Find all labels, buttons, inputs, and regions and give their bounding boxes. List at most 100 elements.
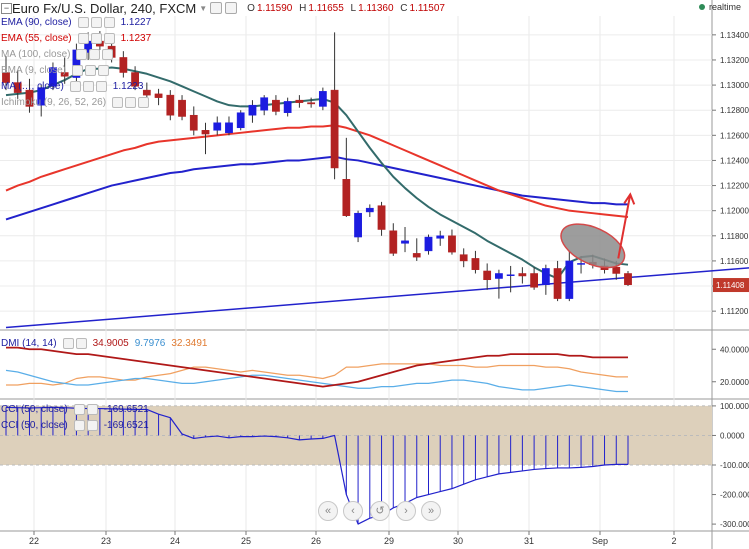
high-label: H xyxy=(299,2,307,14)
cci-value-2: -169.6521 xyxy=(103,420,149,431)
cci-settings-button[interactable] xyxy=(73,404,85,415)
time-tick-label: Sep xyxy=(592,536,608,546)
overlay-setting-button[interactable] xyxy=(72,65,84,76)
candle-body xyxy=(37,87,46,106)
time-tick-label: 26 xyxy=(311,536,321,546)
cci-tick-label: 0.0000 xyxy=(720,431,745,440)
overlay-setting-button[interactable] xyxy=(112,97,124,108)
ema90-line xyxy=(5,155,628,221)
symbol-hide-button[interactable] xyxy=(225,2,238,14)
candle-body xyxy=(541,268,550,286)
candle-body xyxy=(213,122,222,131)
overlay-label-text: MA (…, close) xyxy=(1,81,64,92)
overlay-setting-button[interactable] xyxy=(85,65,97,76)
dmi-settings-button[interactable] xyxy=(62,338,74,349)
candle-body xyxy=(342,179,351,216)
scroll-last-button[interactable]: » xyxy=(421,501,441,521)
overlay-label: EMA (55, close) 1.1237 xyxy=(1,33,151,44)
candle-body xyxy=(459,254,468,262)
candle-body xyxy=(119,57,128,73)
overlay-setting-button[interactable] xyxy=(98,65,110,76)
candle-body xyxy=(154,93,163,98)
cci-tick-label: -200.0000 xyxy=(720,491,749,500)
overlay-setting-button[interactable] xyxy=(77,17,89,28)
dmi-adx-value: 34.9005 xyxy=(92,338,129,349)
cci2-hide-button[interactable] xyxy=(86,420,98,431)
candle-body xyxy=(248,104,257,116)
candle-body xyxy=(49,67,57,87)
overlay-setting-button[interactable] xyxy=(76,49,88,60)
realtime-indicator: realtime xyxy=(698,2,741,12)
last-price-label: 1.11408 xyxy=(716,281,745,290)
cci-legend-1: CCI (50, close) -169.6521 xyxy=(1,404,149,415)
symbol-settings-button[interactable] xyxy=(210,2,223,14)
candle-body xyxy=(530,273,539,288)
candle-body xyxy=(2,72,10,83)
candle-body xyxy=(389,230,398,254)
price-tick-label: 1.11600 xyxy=(720,257,749,266)
candle-body xyxy=(318,91,327,107)
dmi-label: DMI (14, 14) xyxy=(1,338,57,349)
price-tick-label: 1.12000 xyxy=(720,207,749,216)
candle-body xyxy=(471,258,480,270)
price-tick-label: 1.12600 xyxy=(720,131,749,140)
overlay-setting-button[interactable] xyxy=(69,81,81,92)
overlay-setting-button[interactable] xyxy=(82,81,94,92)
candle-body xyxy=(448,235,456,253)
price-tick-label: 1.12800 xyxy=(720,106,749,115)
time-tick-label: 29 xyxy=(384,536,394,546)
candle-body xyxy=(354,212,362,238)
price-tick-label: 1.13000 xyxy=(720,81,749,90)
candle-body xyxy=(13,82,22,93)
overlay-setting-button[interactable] xyxy=(95,81,107,92)
scroll-first-button[interactable]: « xyxy=(318,501,338,521)
candle-body xyxy=(330,89,339,169)
overlay-setting-button[interactable] xyxy=(89,49,101,60)
cci2-settings-button[interactable] xyxy=(73,420,85,431)
realtime-label: realtime xyxy=(708,2,741,12)
time-tick-label: 2 xyxy=(671,536,676,546)
scroll-back-button[interactable]: ‹ xyxy=(343,501,363,521)
candle-body xyxy=(565,260,574,299)
candle-body xyxy=(142,89,151,96)
overlay-setting-button[interactable] xyxy=(125,97,137,108)
overlay-setting-button[interactable] xyxy=(138,97,150,108)
dmi-tick-label: 40.0000 xyxy=(720,345,749,354)
collapse-button[interactable]: − xyxy=(1,3,12,14)
cci-line xyxy=(5,406,628,525)
time-tick-label: 24 xyxy=(170,536,180,546)
overlay-setting-button[interactable] xyxy=(90,17,102,28)
dmi-minus-value: 32.3491 xyxy=(171,338,208,349)
overlay-label: Ichimoku (9, 26, 52, 26) xyxy=(1,97,150,108)
low-label: L xyxy=(350,2,357,14)
scroll-forward-button[interactable]: › xyxy=(396,501,416,521)
dmi-hide-button[interactable] xyxy=(75,338,87,349)
cci-tick-label: -300.0000 xyxy=(720,520,749,529)
overlay-setting-button[interactable] xyxy=(103,33,115,44)
price-tick-label: 1.12200 xyxy=(720,182,749,191)
candle-body xyxy=(506,274,515,276)
overlay-setting-button[interactable] xyxy=(102,49,114,60)
candle-body xyxy=(483,270,492,281)
reset-chart-button[interactable]: ↺ xyxy=(370,501,390,521)
overlay-setting-button[interactable] xyxy=(103,17,115,28)
candle-body xyxy=(377,205,386,230)
overlay-setting-button[interactable] xyxy=(77,33,89,44)
time-tick-label: 25 xyxy=(241,536,251,546)
dmi-legend: DMI (14, 14) 34.9005 9.7976 32.3491 xyxy=(1,338,207,349)
symbol-title: Euro Fx/U.S. Dollar, 240, FXCM xyxy=(12,0,197,16)
overlay-label-text: EMA (55, close) xyxy=(1,33,72,44)
cci-hide-button[interactable] xyxy=(86,404,98,415)
support-trendline xyxy=(5,267,749,329)
low-value: 1.11360 xyxy=(358,2,394,14)
candle-body xyxy=(412,253,421,258)
time-tick-label: 22 xyxy=(29,536,39,546)
overlay-label-value: 1.1227 xyxy=(120,17,152,28)
candle-body xyxy=(178,99,186,117)
overlay-label-value: 1.1237 xyxy=(120,33,152,44)
candle-body xyxy=(624,273,632,286)
overlay-setting-button[interactable] xyxy=(90,33,102,44)
candle-body xyxy=(25,89,34,107)
candle-body xyxy=(225,122,233,134)
symbol-dropdown-icon[interactable]: ▼ xyxy=(199,3,208,13)
